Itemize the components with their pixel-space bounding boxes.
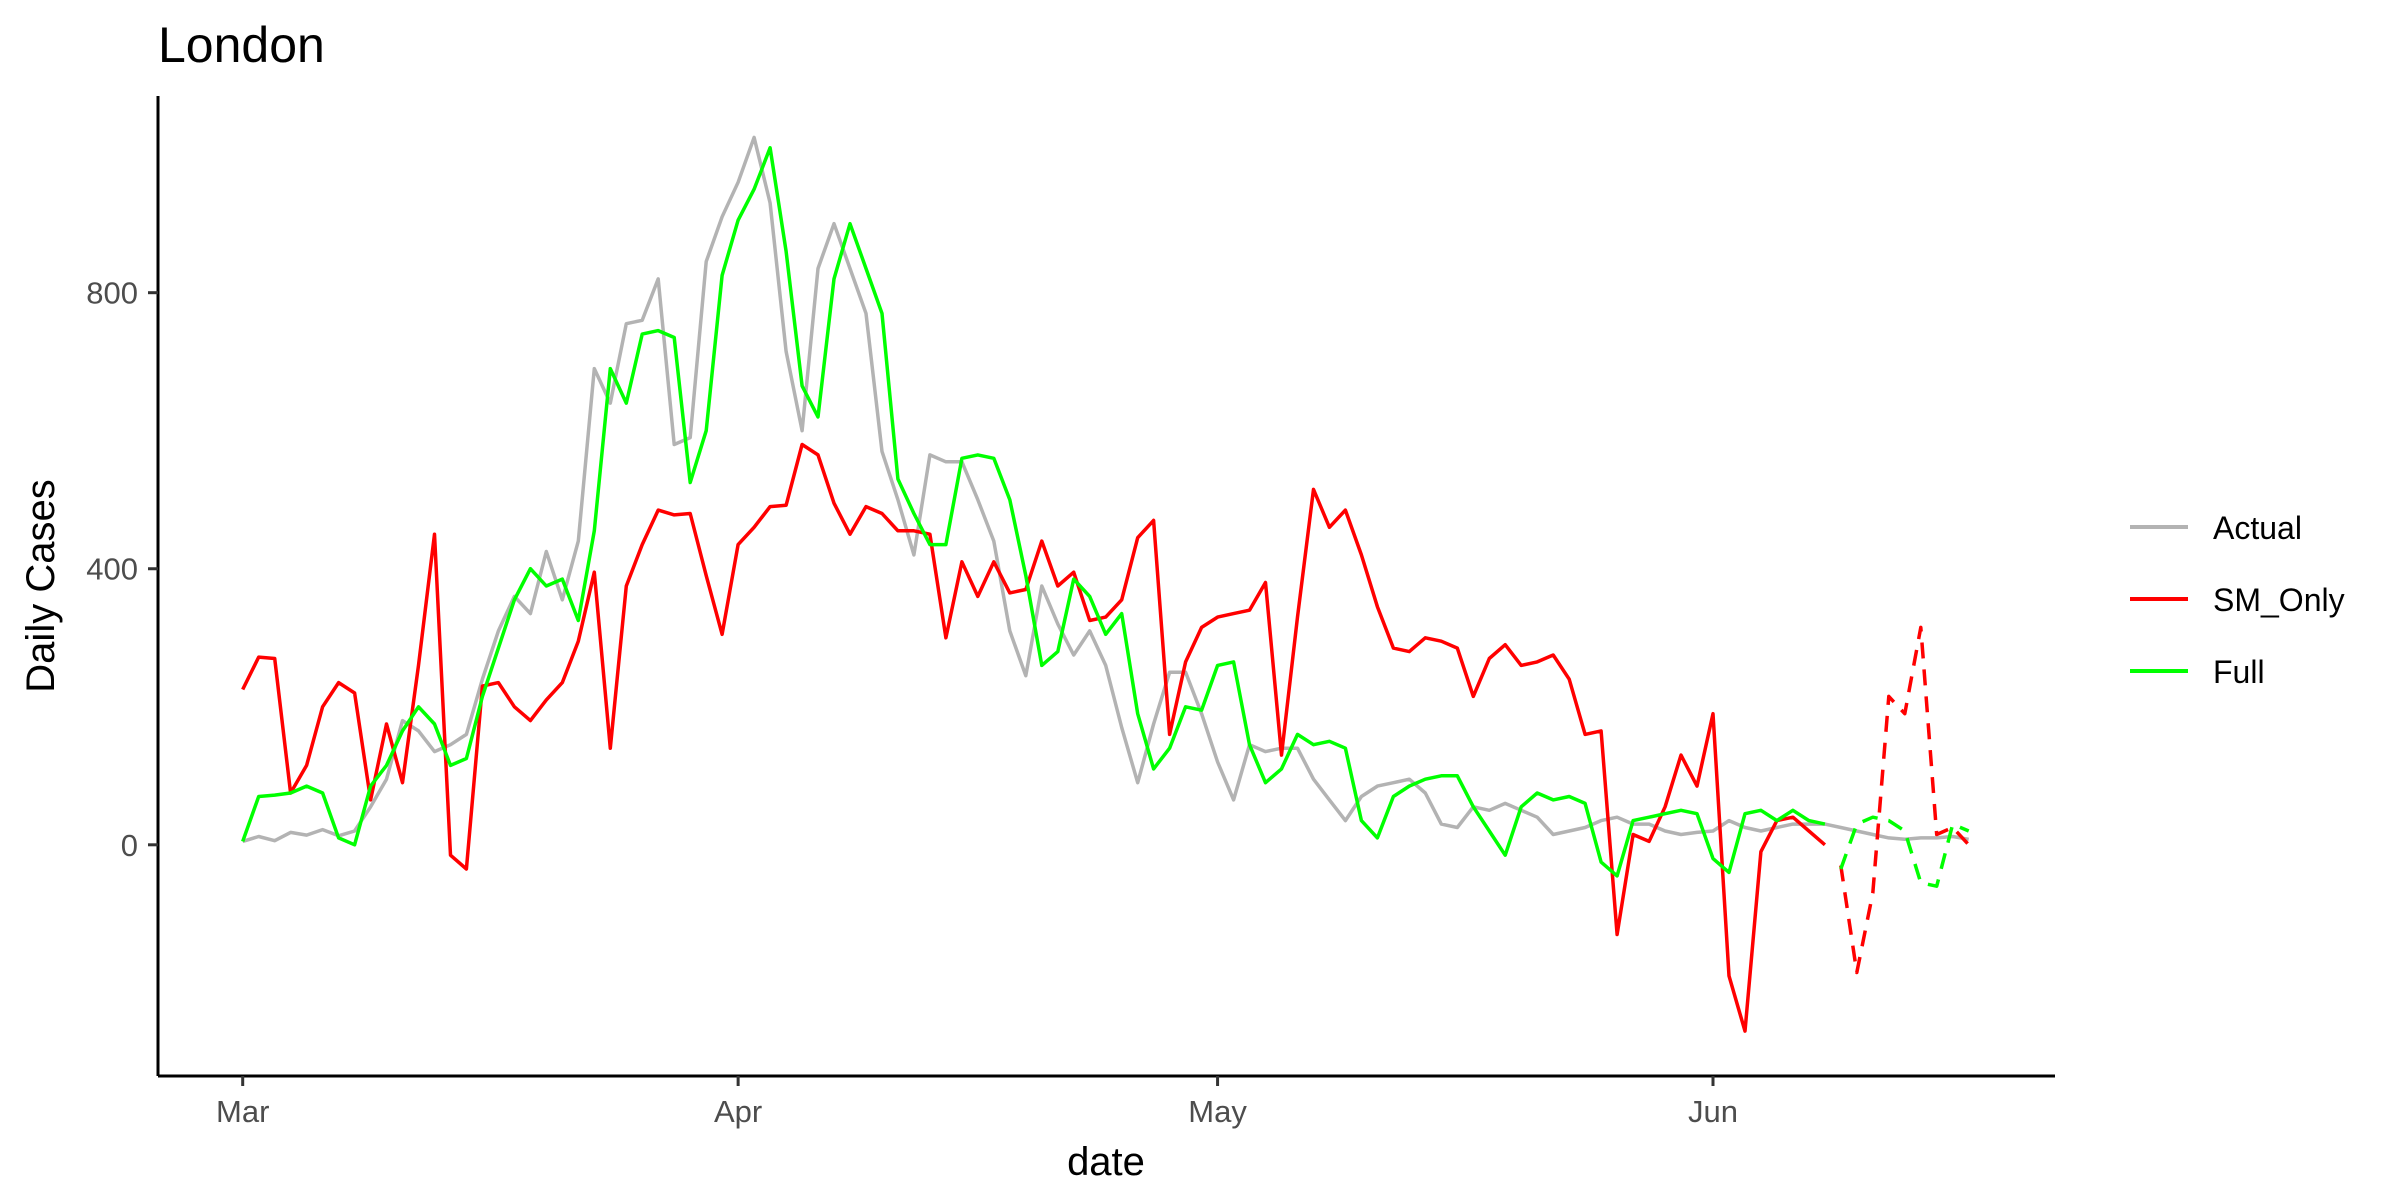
y-axis-label: Daily Cases (19, 479, 63, 692)
chart-title: London (158, 17, 325, 73)
y-tick-label: 0 (121, 828, 138, 863)
x-tick-label: Jun (1688, 1094, 1738, 1129)
x-tick-label: May (1188, 1094, 1247, 1129)
x-tick-label: Apr (714, 1094, 762, 1129)
series-layer (241, 135, 1970, 1033)
legend-label-actual: Actual (2213, 510, 2302, 546)
series-line-full (241, 146, 1826, 878)
y-tick-label: 800 (86, 276, 138, 311)
series-line-sm-only (241, 442, 1827, 1033)
y-ticks: 0 400 800 (86, 276, 158, 863)
legend-label-full: Full (2213, 654, 2265, 690)
y-tick-label: 400 (86, 552, 138, 587)
legend-label-sm-only: SM_Only (2213, 582, 2345, 618)
x-axis-label: date (1067, 1140, 1145, 1184)
x-tick-label: Mar (216, 1094, 269, 1129)
x-ticks: Mar Apr May Jun (216, 1076, 1738, 1129)
legend: Actual SM_Only Full (2130, 510, 2345, 690)
plot-area: 0 400 800 Mar Apr May Jun (86, 96, 2055, 1129)
series-line-full-forecast (1839, 815, 1970, 888)
series-line-sm-only-forecast (1839, 625, 1970, 975)
series-line-actual (242, 135, 1970, 844)
